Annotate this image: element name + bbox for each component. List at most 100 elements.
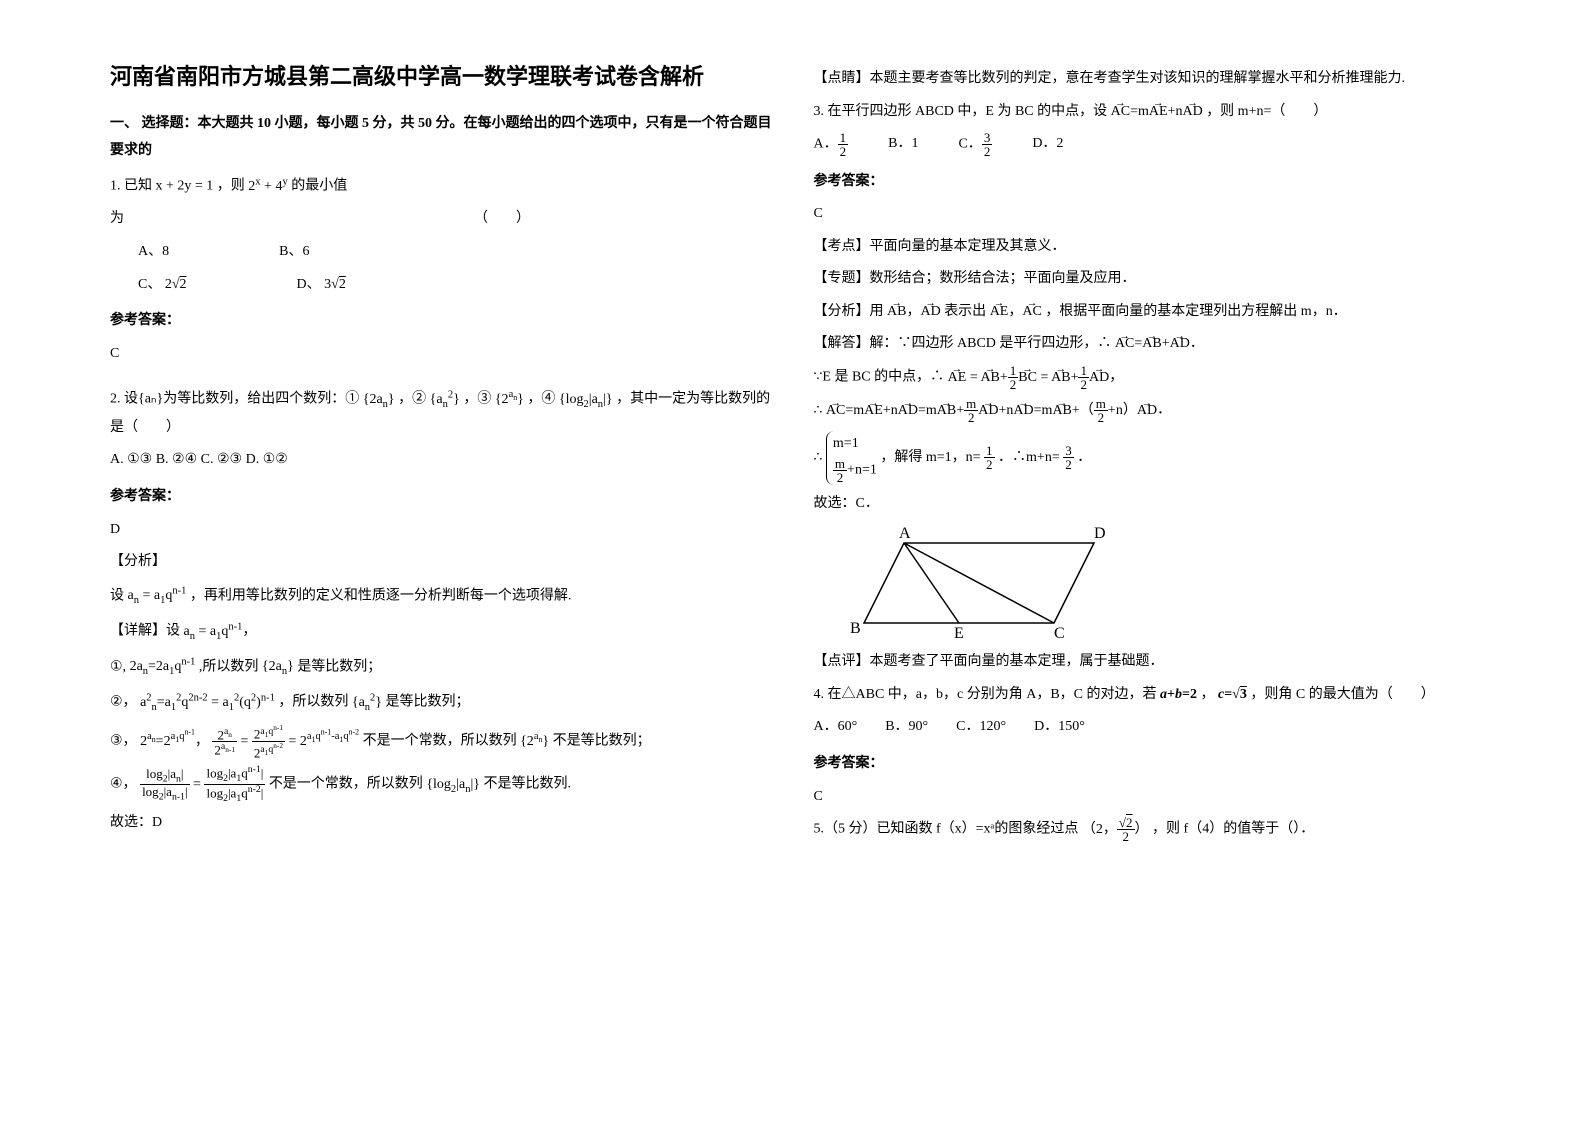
q3-fx-c: ，根据平面向量的基本定理列出方程解出 m，n．	[1045, 304, 1346, 319]
q1-stem-c: 的最小值	[291, 179, 347, 194]
q1-optD-wrap: D、 32	[297, 272, 346, 299]
svg-text:E: E	[954, 625, 964, 642]
q3-fx-v2: AE，AC	[990, 304, 1042, 319]
q3-solve-frac2: 32	[1063, 444, 1074, 471]
q3-opts: A．12 B．1 C．32 D．2	[814, 131, 1478, 158]
q1-cond: x + 2y = 1	[156, 179, 214, 194]
q1-blank: （ ）	[474, 206, 530, 233]
q2-l3-seq: {2an}	[520, 734, 549, 749]
q2-fx: 【分析】	[110, 549, 774, 576]
q4-cond1: a+b=2	[1160, 687, 1197, 702]
q2-l4: ④， log2|an|log2|an-1| = log2|a1qn-1|log2…	[110, 765, 774, 803]
q3-brace2-b: +n=1	[847, 463, 877, 478]
q1-ans-label: 参考答案：	[110, 308, 774, 335]
q4-stem: 4. 在△ABC 中，a，b，c 分别为角 A，B，C 的对边，若 a+b=2 …	[814, 682, 1478, 709]
q2-mid1: ，②	[398, 392, 426, 407]
q1-stem: 1. 已知 x + 2y = 1 ，则 2x + 4y 的最小值	[110, 172, 774, 200]
q3-l1: ∵E 是 BC 的中点，∴ AE = AB+12BC = AB+12AD，	[814, 364, 1478, 391]
q2-l1: ①, 2an=2a1qn-1 ,所以数列 {2an} 是等比数列；	[110, 653, 774, 682]
q2-fx-body-b: ，再利用等比数列的定义和性质逐一分析判断每一个选项得解.	[190, 588, 572, 603]
q2-seq4: {log2|an|}	[559, 392, 613, 407]
q2-stem: 2. 设{aₙ}为等比数列，给出四个数列：① {2an} ，② {an2} ，③…	[110, 385, 774, 441]
q1-line2-row: 为 （ ）	[110, 206, 530, 233]
q2-seq3: {2an}	[495, 392, 524, 407]
q2-l3: ③， 2an=2a1qn-1， 2an2an-1 = 2a1qn-12a1qn-…	[110, 723, 774, 759]
q4-stem-c: ，则角 C 的最大值为（ ）	[1250, 687, 1434, 702]
q3-jd-eq: AC=AB+AD	[1115, 336, 1190, 351]
q5-stem-b: ，则 f（4）的值等于（）．	[1152, 822, 1314, 837]
q2-l4a: ④，	[110, 777, 137, 792]
svg-text:A: A	[899, 525, 911, 542]
q3-brace2: m2+n=1	[833, 457, 877, 484]
q3-l2: AC=mAE+nAD=mAB+m2AD+nAD=mAB+（m2+n）AD．	[814, 397, 1478, 424]
q4-stem-a: 4. 在△ABC 中，a，b，c 分别为角 A，B，C 的对边，若	[814, 687, 1157, 702]
q1-optC: C、	[138, 277, 161, 292]
q3-fx-v1: AB，AD	[887, 304, 941, 319]
q2-l4c: 不是等比数列.	[483, 777, 571, 792]
q2-mid2: ，③	[463, 392, 491, 407]
q1-stem-a: 1. 已知	[110, 179, 152, 194]
svg-text:C: C	[1054, 625, 1065, 642]
q3-fx: 【分析】用 AB，AD 表示出 AE，AC ，根据平面向量的基本定理列出方程解出…	[814, 299, 1478, 326]
q3-solve-frac1: 12	[984, 444, 995, 471]
q2-l4-seq: {log2|an|}	[426, 777, 480, 792]
q2-end: 故选：D	[110, 810, 774, 837]
brace-system: m=1 m2+n=1	[826, 431, 877, 485]
q3-optB: B．1	[888, 131, 918, 158]
q2-detail-expr: an = a1qn-1	[184, 624, 243, 639]
q2-l3b: 不是一个常数，所以数列	[363, 734, 517, 749]
q3-optC-wrap: C．32	[958, 131, 992, 158]
q2-l2a: ②，	[110, 695, 137, 710]
section-1-head: 一、 选择题：本大题共 10 小题，每小题 5 分，共 50 分。在每小题给出的…	[110, 111, 774, 164]
q2-detail-a: 【详解】设	[110, 624, 180, 639]
q3-vec-eq: AC=mAE+nAD	[1111, 104, 1203, 119]
q3-gx: 故选：C．	[814, 491, 1478, 518]
q2-fx-body-a: 设	[110, 588, 124, 603]
q2-l2b: ，所以数列	[278, 695, 348, 710]
q3-brace1: m=1	[833, 431, 877, 458]
q3-l2-eq: AC=mAE+nAD=mAB+m2AD+nAD=mAB+（m2+n）AD	[826, 403, 1157, 418]
q3-stem-a: 3. 在平行四边形 ABCD 中，E 为 BC 的中点，设	[814, 104, 1108, 119]
therefore-icon	[814, 403, 823, 418]
q3-fx-a: 【分析】用	[814, 304, 884, 319]
q2-l3a: ③，	[110, 734, 137, 749]
q3-ans-label: 参考答案：	[814, 169, 1478, 196]
q2-ans: D	[110, 517, 774, 544]
q2-mid3: ，④	[527, 392, 555, 407]
svg-text:D: D	[1094, 525, 1106, 542]
q4-stem-b: ，	[1200, 687, 1214, 702]
q2-l1c: 是等比数列；	[297, 659, 381, 674]
q3-jd-a: 【解答】解：∵四边形 ABCD 是平行四边形，∴	[814, 336, 1112, 351]
q3-stem-b: ，则 m+n=（ ）	[1206, 104, 1327, 119]
q2-l4-expr: log2|an|log2|an-1| = log2|a1qn-1|log2|a1…	[140, 777, 269, 792]
q4-cond2: c=3	[1218, 687, 1247, 702]
q5-stem-a: 5.（5 分）已知函数 f（x）=xᵃ的图象经过点	[814, 822, 1079, 837]
q2-l4b: 不是一个常数，所以数列	[269, 777, 423, 792]
q3-solve-c: ．	[1077, 450, 1091, 465]
q1-stem-b: ，则	[217, 179, 245, 194]
q3-kd: 【考点】平面向量的基本定理及其意义．	[814, 234, 1478, 261]
q2-fx-body: 设 an = a1qn-1 ，再利用等比数列的定义和性质逐一分析判断每一个选项得…	[110, 582, 774, 611]
q3-ans: C	[814, 201, 1478, 228]
q2-l3-expr: 2an=2a1qn-1， 2an2an-1 = 2a1qn-12a1qn-2 =…	[140, 734, 363, 749]
q1-optD: D、	[297, 277, 321, 292]
doc-title: 河南省南阳市方城县第二高级中学高一数学理联考试卷含解析	[110, 60, 774, 93]
q4-ans: C	[814, 784, 1478, 811]
q3-zt: 【专题】数形结合；数形结合法；平面向量及应用．	[814, 266, 1478, 293]
q2-l3c: 不是等比数列；	[553, 734, 651, 749]
q2-l1a: ①,	[110, 659, 126, 674]
q1-optC-wrap: C、 22	[138, 272, 187, 299]
q5-stem: 5.（5 分）已知函数 f（x）=xᵃ的图象经过点 （2，22） ，则 f（4）…	[814, 816, 1478, 843]
q3-optA-wrap: A．12	[814, 131, 849, 158]
q1-optC-val: 22	[165, 277, 187, 292]
parallelogram-diagram: A D B C E	[844, 523, 1134, 643]
q2-opts: A. ①③ B. ②④ C. ②③ D. ①②	[110, 447, 774, 474]
q1-expr: 2x + 4y	[248, 179, 291, 194]
q3-optC: C．	[958, 137, 981, 152]
q3-optA: A．	[814, 137, 838, 152]
q1-optD-val: 32	[324, 277, 346, 292]
r-top: 【点睛】本题主要考查等比数列的判定，意在考查学生对该知识的理解掌握水平和分析推理…	[814, 66, 1478, 93]
svg-text:B: B	[850, 620, 861, 637]
q5-point: （2，22）	[1082, 822, 1149, 837]
q4-opts: A．60° B．90° C．120° D．150°	[814, 714, 1478, 741]
